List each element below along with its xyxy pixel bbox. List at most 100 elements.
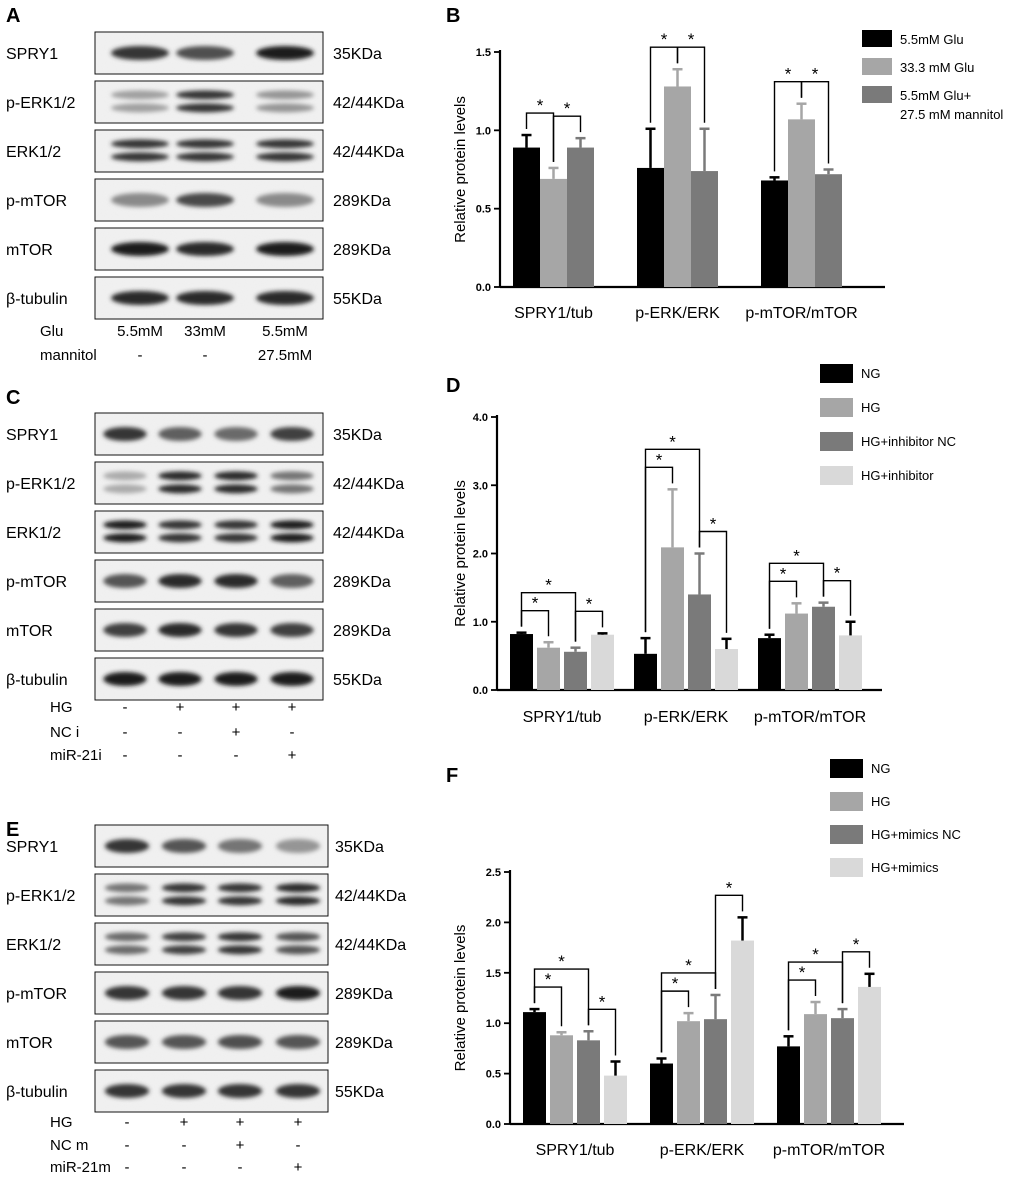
y-tick-label: 1.0 <box>476 125 491 137</box>
significance-star: * <box>564 99 571 118</box>
condition-row: NC m - - + - <box>50 1137 301 1154</box>
band-name-label: SPRY1 <box>6 46 58 63</box>
legend-label: HG+inhibitor <box>861 468 934 483</box>
significance-star: * <box>726 878 733 897</box>
bar <box>523 1012 546 1124</box>
bar <box>677 1021 700 1124</box>
legend-item: 33.3 mM Glu <box>862 58 974 75</box>
bar <box>704 1019 727 1124</box>
protein-band <box>256 152 314 162</box>
category-label: SPRY1/tub <box>536 1142 615 1159</box>
bar <box>577 1040 600 1124</box>
protein-band <box>217 883 263 893</box>
blot-texture <box>96 463 322 503</box>
significance-star: * <box>558 952 565 971</box>
protein-band <box>158 574 202 588</box>
legend-label: 27.5 mM mannitol <box>900 107 1003 122</box>
protein-band <box>256 46 314 60</box>
protein-band <box>176 46 234 60</box>
blot-row: p-mTOR 289KDa <box>6 178 391 222</box>
protein-band <box>275 883 321 893</box>
condition-label: NC m <box>50 1137 88 1154</box>
blot-row: p-mTOR 289KDa <box>6 559 391 603</box>
legend-swatch <box>862 30 892 47</box>
legend-item: HG+inhibitor <box>820 466 934 485</box>
category-group: p-ERK/ERK <box>650 916 754 1159</box>
blot-row: β-tubulin 55KDa <box>6 276 382 320</box>
y-axis-label: Relative protein levels <box>452 925 469 1072</box>
y-tick-label: 0.0 <box>473 685 488 697</box>
condition-value: 5.5mM <box>262 323 308 340</box>
significance-star: * <box>599 992 606 1011</box>
legend-item: HG+mimics <box>830 858 939 877</box>
band-name-label: ERK1/2 <box>6 144 61 161</box>
legend-swatch <box>862 86 892 103</box>
legend-item: HG+inhibitor NC <box>820 432 956 451</box>
band-name-label: mTOR <box>6 242 53 259</box>
band-name-label: p-ERK1/2 <box>6 95 75 112</box>
band-name-label: p-mTOR <box>6 193 67 210</box>
condition-value: + <box>232 699 241 716</box>
protein-band <box>176 139 234 149</box>
category-label: p-ERK/ERK <box>644 709 729 726</box>
protein-band <box>111 90 169 100</box>
blot-row: mTOR 289KDa <box>6 227 391 271</box>
protein-band <box>176 242 234 256</box>
band-name-label: β-tubulin <box>6 1084 68 1101</box>
condition-value: + <box>232 724 241 741</box>
condition-value: + <box>176 699 185 716</box>
molecular-weight-label: 289KDa <box>333 574 391 591</box>
significance-bracket: * <box>533 952 590 1026</box>
bar <box>637 167 664 287</box>
protein-band <box>217 839 263 853</box>
protein-band <box>158 672 202 686</box>
bar <box>758 638 781 690</box>
legend-label: NG <box>871 761 891 776</box>
condition-value: - <box>138 347 143 364</box>
molecular-weight-label: 289KDa <box>333 242 391 259</box>
category-group: p-ERK/ERK <box>634 488 738 726</box>
bracket-line <box>574 610 604 642</box>
blot-row: SPRY1 35KDa <box>6 824 384 868</box>
molecular-weight-label: 42/44KDa <box>335 937 406 954</box>
significance-bracket: * <box>574 594 604 642</box>
molecular-weight-label: 289KDa <box>333 623 391 640</box>
significance-star: * <box>545 970 552 989</box>
bracket-line <box>714 894 744 989</box>
significance-star: * <box>586 594 593 613</box>
bar <box>839 635 862 690</box>
legend-swatch <box>820 364 853 383</box>
protein-band <box>103 672 147 686</box>
condition-value: - <box>178 747 183 764</box>
protein-band <box>270 574 314 588</box>
category-group: p-mTOR/mTOR <box>745 102 858 322</box>
protein-band <box>111 242 169 256</box>
molecular-weight-label: 42/44KDa <box>333 95 404 112</box>
bar <box>761 180 788 287</box>
band-name-label: SPRY1 <box>6 839 58 856</box>
molecular-weight-label: 289KDa <box>335 1035 393 1052</box>
condition-value: - <box>182 1159 187 1176</box>
protein-band <box>111 193 169 207</box>
y-tick-label: 3.0 <box>473 480 488 492</box>
band-name-label: mTOR <box>6 1035 53 1052</box>
bar <box>688 594 711 690</box>
bar <box>540 178 567 287</box>
protein-band <box>103 471 147 481</box>
protein-band <box>214 533 258 543</box>
significance-star: * <box>669 432 676 451</box>
category-label: SPRY1/tub <box>523 709 602 726</box>
significance-star: * <box>656 450 663 469</box>
legend-swatch <box>862 58 892 75</box>
condition-row: mannitol - - 27.5mM <box>40 347 312 364</box>
condition-value: - <box>125 1159 130 1176</box>
protein-band <box>256 139 314 149</box>
condition-value: + <box>180 1114 189 1131</box>
significance-bracket: * <box>698 515 728 633</box>
condition-value: - <box>296 1137 301 1154</box>
bar <box>804 1014 827 1124</box>
protein-band <box>214 623 258 637</box>
bar <box>537 647 560 690</box>
protein-band <box>270 484 314 494</box>
legend: 5.5mM Glu 33.3 mM Glu 5.5mM Glu+ 27.5 mM ma… <box>862 30 1003 122</box>
